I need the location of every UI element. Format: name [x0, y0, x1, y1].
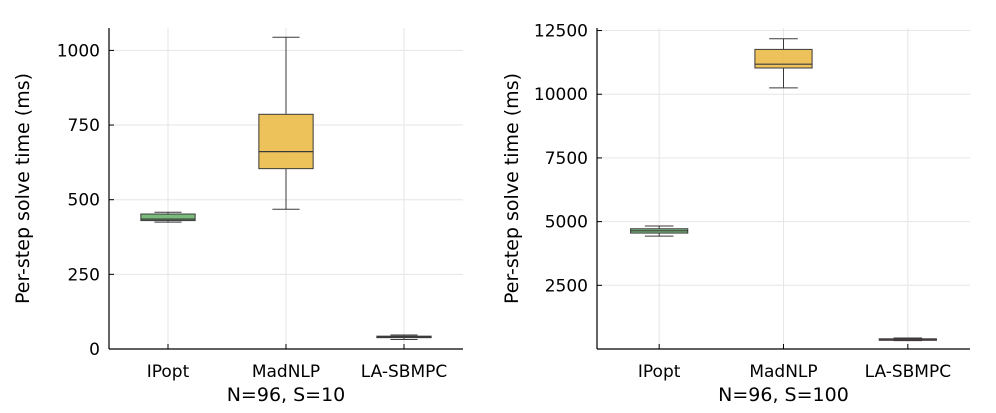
y-tick-label: 10000 — [534, 85, 588, 105]
y-tick-label: 7500 — [545, 149, 588, 169]
y-tick-label: 0 — [89, 340, 100, 360]
x-tick-label: MadNLP — [749, 362, 817, 382]
box-madnlp — [754, 48, 813, 69]
y-tick-label: 750 — [68, 116, 100, 136]
box-ipopt — [140, 213, 196, 222]
y-tick-label: 1000 — [57, 41, 100, 61]
x-tick-label: IPopt — [638, 362, 681, 382]
y-axis-label: Per-step solve time (ms) — [12, 73, 34, 304]
x-axis-label: N=96, S=10 — [227, 384, 346, 406]
x-tick-label: MadNLP — [252, 362, 320, 382]
x-axis-label: N=96, S=100 — [718, 384, 849, 406]
y-tick-label: 5000 — [545, 213, 588, 233]
x-tick-label: LA-SBMPC — [361, 362, 448, 382]
x-tick-label: LA-SBMPC — [865, 362, 952, 382]
y-tick-label: 12500 — [534, 22, 588, 42]
x-tick-label: IPopt — [147, 362, 190, 382]
y-axis-label: Per-step solve time (ms) — [501, 73, 523, 304]
box-madnlp — [258, 113, 314, 170]
y-tick-label: 2500 — [545, 276, 588, 296]
y-tick-label: 500 — [68, 191, 100, 211]
y-tick-label: 250 — [68, 265, 100, 285]
